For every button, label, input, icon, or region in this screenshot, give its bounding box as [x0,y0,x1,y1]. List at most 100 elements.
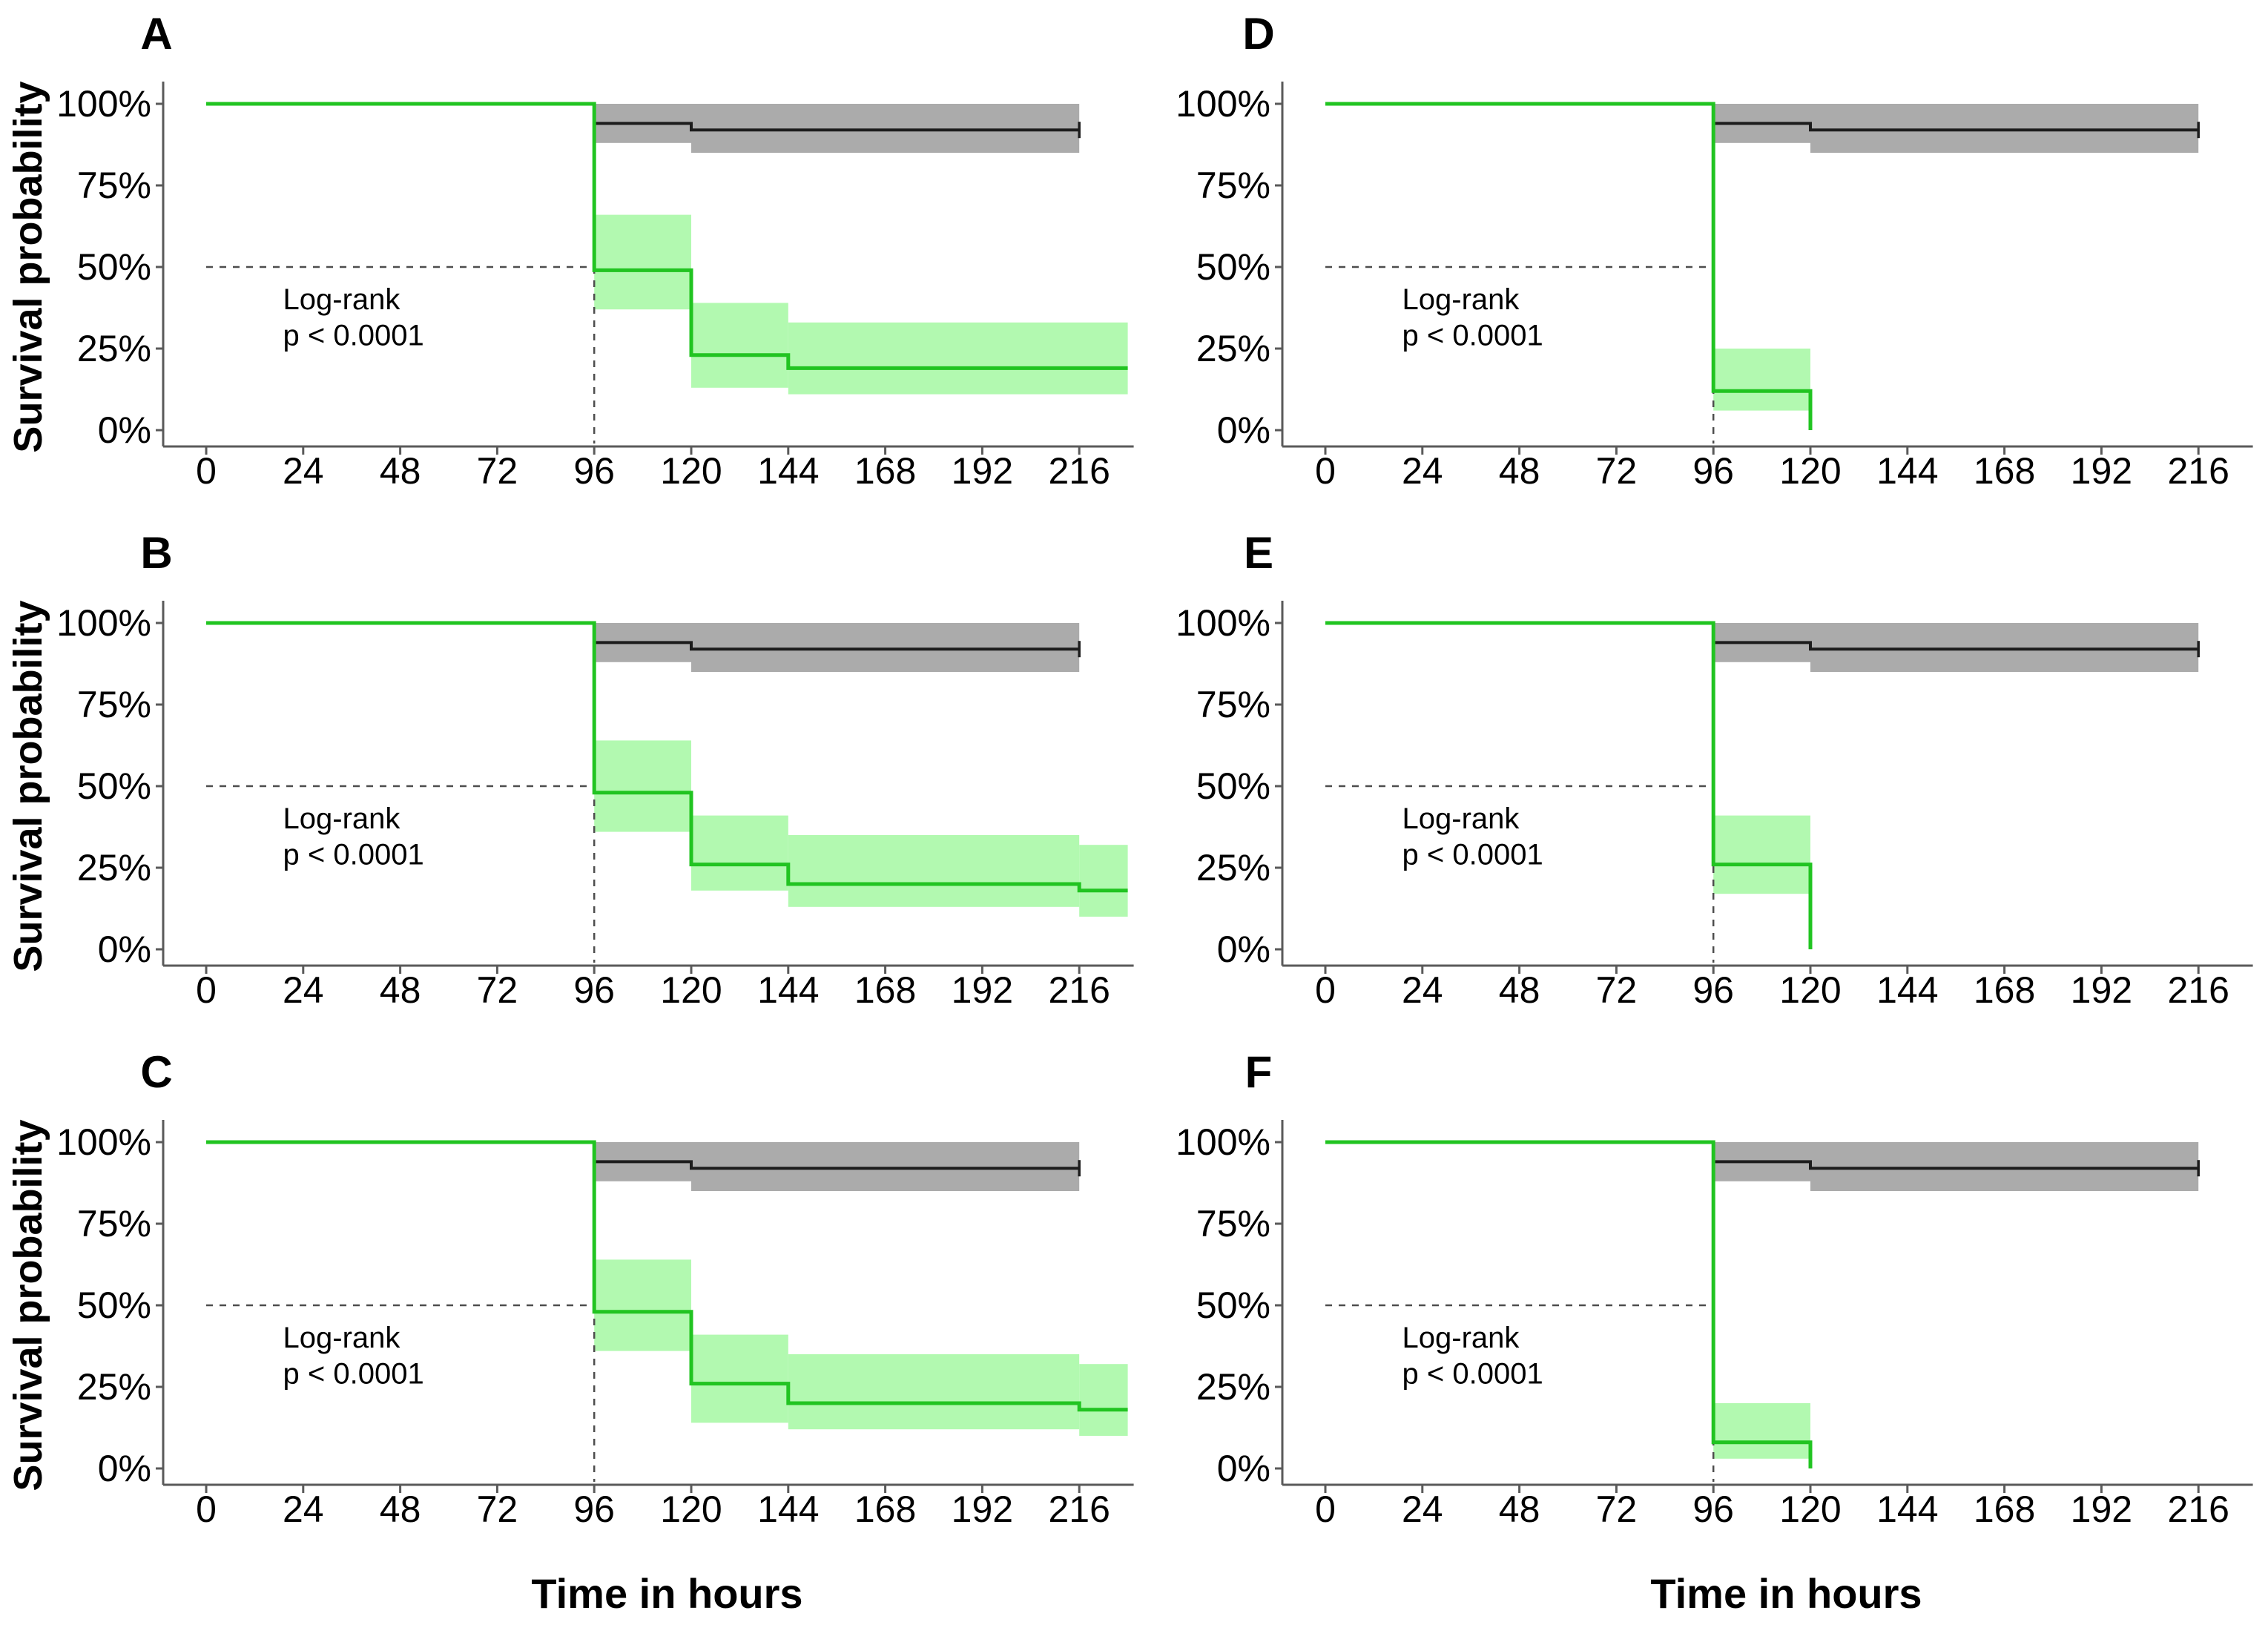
x-tick-label: 0 [196,1488,217,1530]
y-tick-label: 50% [77,246,151,288]
x-tick-label: 216 [2167,969,2229,1011]
x-tick-label: 24 [283,450,324,492]
x-tick-label: 48 [1499,969,1540,1011]
y-tick-label: 75% [77,1203,151,1244]
control-ci-band [1810,623,2199,672]
x-tick-label: 168 [854,969,916,1011]
treated-ci-band [594,1259,691,1351]
treated-ci-band [691,303,788,388]
treated-ci-band [594,740,691,832]
x-tick-label: 48 [1499,450,1540,492]
x-tick-label: 168 [854,450,916,492]
panel-f: 100% 75% 50% 25% 0% 0 24 48 72 96 120 144 168 192 216 F… [1134,1038,2268,1557]
treated-curve [1325,102,1813,430]
panel-a-chart: 100% 75% 50% 25% 0% 0 24 48 72 96 120 144 168 192 216 A… [6,9,1134,492]
panel-letter: D [1242,9,1274,59]
x-tick-label: 144 [1876,969,1938,1011]
x-tick-label: 216 [1048,1488,1110,1530]
x-tick-label: 0 [196,969,217,1011]
x-tick-label: 0 [1315,1488,1336,1530]
x-tick-label: 120 [660,969,722,1011]
panel-e: 100% 75% 50% 25% 0% 0 24 48 72 96 120 144 168 192 216 E… [1134,519,2268,1038]
x-tick-label: 120 [660,450,722,492]
x-tick-label: 192 [2071,1488,2132,1530]
x-tick-label: 96 [573,969,615,1011]
log-rank-annotation-line2: p < 0.0001 [1402,1358,1543,1391]
log-rank-annotation-line2: p < 0.0001 [283,320,424,352]
x-tick-label: 24 [1402,969,1443,1011]
panel-letter: F [1245,1047,1273,1097]
x-tick-label: 168 [1974,1488,2035,1530]
y-tick-label: 0% [1217,1448,1270,1489]
panel-c-chart: 100% 75% 50% 25% 0% 0 24 48 72 96 120 144 168 192 216 C… [6,1047,1134,1530]
treated-curve [1325,621,1813,949]
x-tick-label: 96 [1692,1488,1734,1530]
log-rank-annotation-line1: Log-rank [1402,1322,1520,1354]
y-tick-label: 50% [77,765,151,807]
x-tick-label: 72 [1596,1488,1638,1530]
y-tick-label: 75% [1196,1203,1270,1244]
log-rank-annotation-line1: Log-rank [283,802,401,835]
panel-f-chart: 100% 75% 50% 25% 0% 0 24 48 72 96 120 144 168 192 216 F… [1176,1047,2253,1530]
x-tick-label: 72 [477,1488,518,1530]
x-tick-label: 120 [660,1488,722,1530]
treated-curve [206,621,1128,893]
x-tick-label: 216 [1048,969,1110,1011]
x-tick-label: 24 [1402,450,1443,492]
y-tick-label: 100% [1176,602,1270,644]
x-tick-label: 0 [1315,450,1336,492]
x-tick-label: 120 [1779,450,1841,492]
y-tick-label: 100% [1176,1121,1270,1163]
x-tick-label: 168 [1974,450,2035,492]
treated-ci-band [788,1354,1080,1430]
control-ci-band [691,623,1080,672]
y-tick-label: 0% [1217,409,1270,451]
y-tick-label: 100% [1176,83,1270,125]
y-tick-label: 0% [98,1448,151,1489]
x-tick-label: 72 [477,969,518,1011]
y-tick-label: 100% [56,602,151,644]
y-tick-label: 75% [77,684,151,725]
y-tick-label: 50% [1196,1285,1270,1326]
x-tick-label: 168 [854,1488,916,1530]
x-tick-label: 216 [2167,1488,2229,1530]
x-tick-label: 192 [2071,969,2132,1011]
x-tick-label: 24 [283,1488,324,1530]
log-rank-annotation-line2: p < 0.0001 [283,1358,424,1391]
panel-letter: A [140,9,172,59]
x-tick-label: 144 [757,450,819,492]
treated-ci-band [594,214,691,310]
x-tick-label: 72 [1596,450,1638,492]
panel-b: 100% 75% 50% 25% 0% 0 24 48 72 96 120 144 168 192 216 B… [0,519,1134,1038]
x-tick-label: 144 [1876,1488,1938,1530]
control-ci-band [1810,104,2199,153]
y-tick-label: 75% [77,165,151,206]
panel-d: 100% 75% 50% 25% 0% 0 24 48 72 96 120 144 168 192 216 D… [1134,0,2268,519]
x-tick-label: 192 [2071,450,2132,492]
log-rank-annotation-line2: p < 0.0001 [1402,320,1543,352]
x-tick-label: 192 [952,969,1013,1011]
y-tick-label: 75% [1196,165,1270,206]
y-tick-label: 25% [77,1366,151,1408]
y-tick-label: 50% [1196,246,1270,288]
x-axis-title-right: Time in hours [1650,1570,1922,1617]
x-tick-label: 96 [573,450,615,492]
y-tick-label: 50% [77,1285,151,1326]
panel-letter: B [140,528,172,578]
x-tick-label: 48 [380,450,421,492]
x-tick-label: 168 [1974,969,2035,1011]
x-tick-label: 0 [1315,969,1336,1011]
y-axis-title: Survival probability [6,81,50,452]
x-tick-label: 216 [1048,450,1110,492]
log-rank-annotation-line1: Log-rank [283,1322,401,1354]
x-tick-label: 216 [2167,450,2229,492]
x-tick-label: 96 [1692,969,1734,1011]
y-tick-label: 75% [1196,684,1270,725]
y-tick-label: 25% [77,328,151,369]
control-ci-band [1810,1142,2199,1191]
y-axis-title: Survival probability [6,1119,50,1491]
x-tick-label: 144 [757,1488,819,1530]
x-tick-label: 48 [1499,1488,1540,1530]
panel-letter: E [1244,528,1273,578]
x-axis-title-left: Time in hours [531,1570,803,1617]
